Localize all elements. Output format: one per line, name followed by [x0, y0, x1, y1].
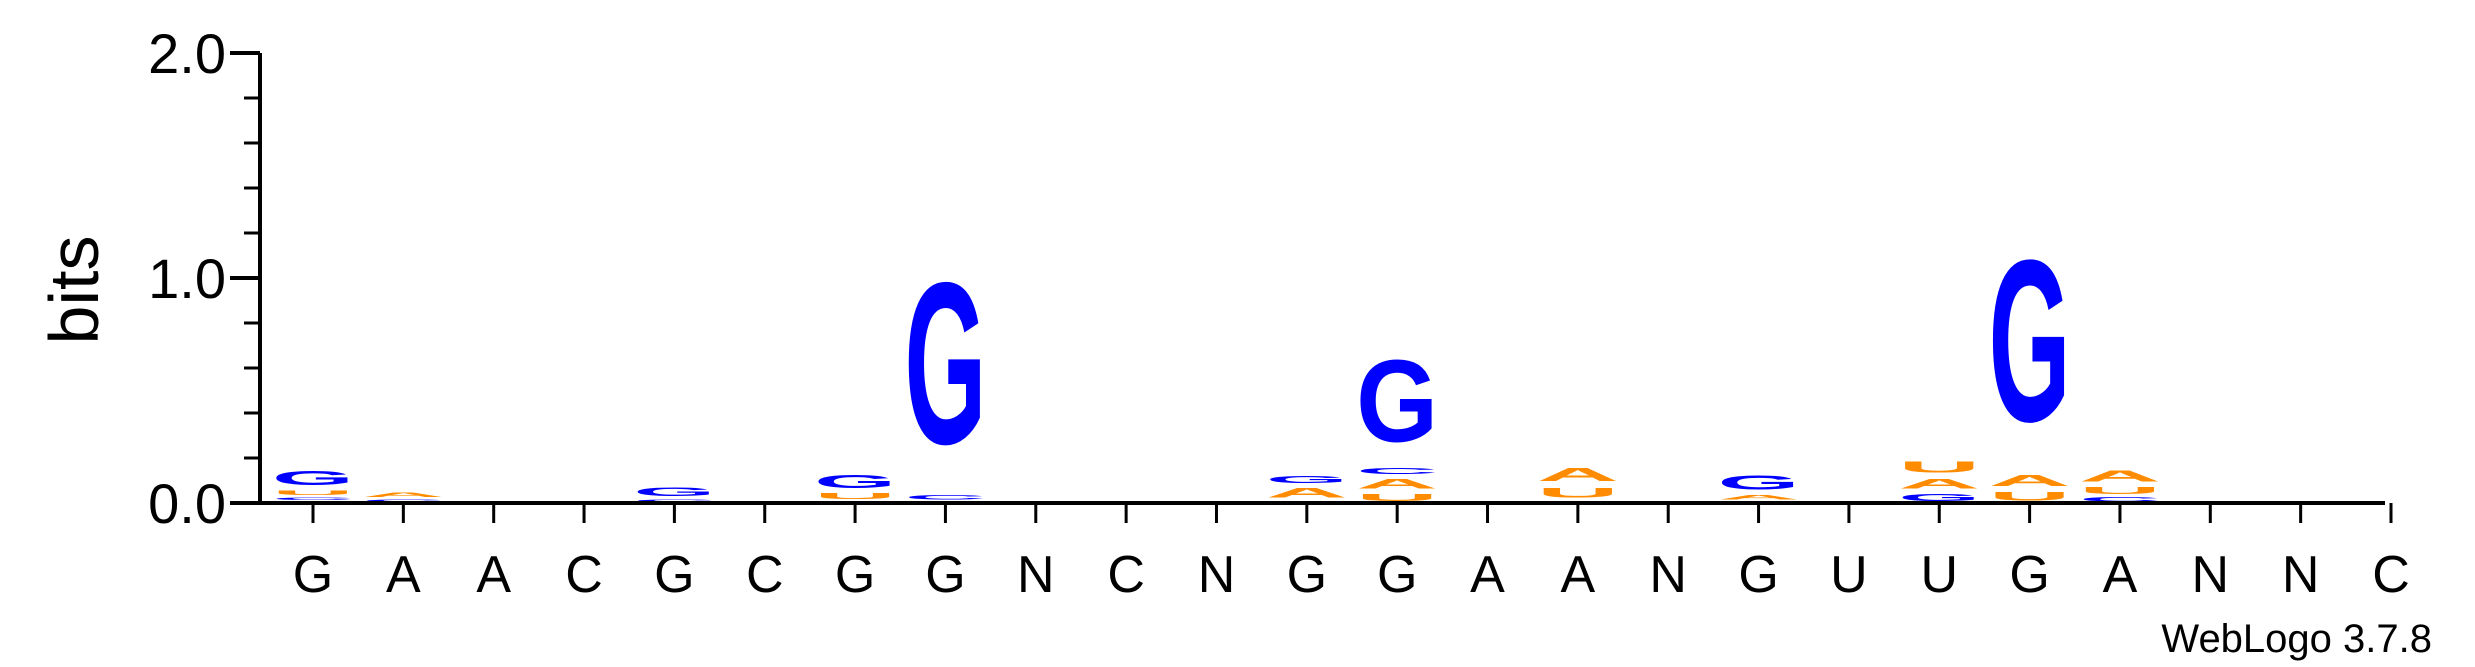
logo-letter-G: G — [904, 235, 986, 494]
logo-letter-U: U — [1898, 458, 1980, 476]
logo-letter-A: A — [362, 492, 444, 499]
logo-letter-G: G — [1989, 212, 2071, 471]
x-tick-label: G — [835, 546, 875, 604]
logo-letter-C: C — [362, 499, 444, 504]
logo-letter-glyph: A — [1898, 476, 1980, 492]
logo-letter-glyph: C — [904, 494, 986, 501]
x-tick-label: G — [293, 546, 333, 604]
logo-letter-glyph: G — [272, 467, 354, 490]
logo-letter-C: C — [272, 496, 354, 501]
logo-letter-glyph: G — [633, 485, 715, 498]
logo-letter-A: A — [1718, 494, 1800, 501]
y-tick-label: 1.0 — [148, 247, 226, 310]
logo-letter-glyph: U — [2079, 485, 2161, 496]
logo-letter-U: U — [272, 490, 354, 497]
logo-letter-glyph: U — [1537, 485, 1619, 501]
logo-letter-glyph: G — [904, 235, 986, 494]
logo-letter-G: G — [1898, 492, 1980, 503]
x-tick-label: G — [925, 546, 965, 604]
logo-letter-glyph: A — [1356, 476, 1438, 492]
x-tick-label: A — [1470, 546, 1505, 604]
logo-letter-glyph: C — [362, 499, 444, 504]
logo-letter-G: G — [1356, 335, 1438, 466]
logo-letter-glyph: G — [814, 472, 896, 492]
logo-letter-U: U — [1989, 490, 2071, 503]
x-tick-label: A — [476, 546, 511, 604]
logo-letter-glyph: C — [2079, 496, 2161, 503]
x-tick-label: N — [1198, 546, 1236, 604]
logo-letter-glyph: U — [1356, 492, 1438, 503]
x-tick-label: C — [2372, 546, 2410, 604]
logo-letter-glyph: G — [1718, 472, 1800, 495]
x-tick-label: G — [1287, 546, 1327, 604]
x-tick-label: G — [654, 546, 694, 604]
logo-letter-G: G — [814, 472, 896, 492]
x-tick-label: N — [1649, 546, 1687, 604]
x-tick-label: G — [1738, 546, 1778, 604]
logo-letter-glyph: A — [1266, 485, 1348, 501]
x-tick-label: C — [1107, 546, 1145, 604]
logo-letter-glyph: A — [1718, 494, 1800, 501]
x-tick-label: A — [2103, 546, 2138, 604]
logo-letter-U: U — [814, 492, 896, 501]
logo-letter-C: C — [904, 494, 986, 501]
logo-letter-glyph: C — [272, 496, 354, 501]
weblogo-credit: WebLogo 3.7.8 — [2161, 617, 2432, 661]
x-tick-label: A — [1561, 546, 1596, 604]
logo-letter-glyph: A — [1537, 465, 1619, 485]
logo-letter-A: A — [1537, 465, 1619, 485]
y-tick-label: 2.0 — [148, 22, 226, 85]
logo-letter-glyph: U — [272, 490, 354, 497]
x-tick-label: U — [1920, 546, 1958, 604]
x-tick-label: C — [565, 546, 603, 604]
x-tick-label: C — [746, 546, 784, 604]
logo-letter-glyph: G — [1989, 212, 2071, 471]
logo-letter-C: C — [1356, 467, 1438, 476]
plot-area: ACUGCACGAUGACGAAAUAGUACGCUACAGGAUUAGCUA — [272, 212, 2161, 503]
y-axis: 0.0 1.0 2.0 — [148, 22, 262, 535]
logo-letter-A: A — [1356, 476, 1438, 492]
logo-letter-A: A — [1989, 472, 2071, 490]
x-tick-label: U — [1830, 546, 1868, 604]
logo-letter-glyph: C — [633, 499, 715, 504]
logo-letter-glyph: A — [362, 492, 444, 499]
x-tick-label: N — [1017, 546, 1055, 604]
logo-letter-glyph: U — [1989, 490, 2071, 503]
logo-letter-glyph: C — [1356, 467, 1438, 476]
x-tick-label: A — [386, 546, 421, 604]
x-tick-label: G — [1377, 546, 1417, 604]
y-tick-label: 0.0 — [148, 472, 226, 535]
logo-letter-G: G — [272, 467, 354, 490]
logo-letter-C: C — [633, 499, 715, 504]
x-tick-label: G — [2009, 546, 2049, 604]
logo-letter-U: U — [1356, 492, 1438, 503]
logo-letter-A: A — [1898, 476, 1980, 492]
logo-letter-U: U — [1537, 485, 1619, 501]
logo-letter-A: A — [1266, 485, 1348, 501]
logo-letter-glyph: U — [814, 492, 896, 501]
logo-letter-glyph: A — [2079, 467, 2161, 485]
logo-letter-glyph: G — [1898, 492, 1980, 503]
logo-letter-G: G — [633, 485, 715, 498]
logo-letter-glyph: U — [1898, 458, 1980, 476]
logo-letter-G: G — [1718, 472, 1800, 495]
logo-letter-C: C — [2079, 496, 2161, 503]
logo-letter-A: A — [2079, 467, 2161, 485]
x-tick-label: N — [2282, 546, 2320, 604]
x-tick-label: N — [2192, 546, 2230, 604]
logo-letter-G: G — [1266, 474, 1348, 485]
logo-letter-U: U — [2079, 485, 2161, 496]
logo-letter-glyph: G — [1266, 474, 1348, 485]
y-axis-label: bits — [35, 236, 113, 345]
logo-letter-glyph: A — [1989, 472, 2071, 490]
logo-letter-glyph: G — [1356, 335, 1438, 466]
